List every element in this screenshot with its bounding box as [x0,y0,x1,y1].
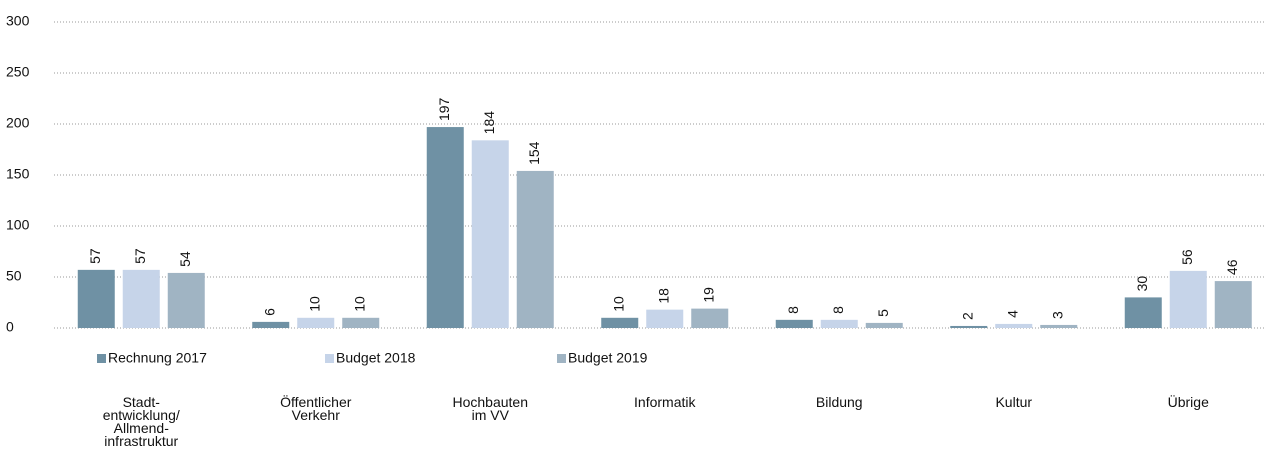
bar [1214,281,1252,328]
bar [77,269,115,328]
bar [471,140,509,328]
data-label: 56 [1179,249,1195,265]
bar [1124,297,1162,328]
x-tick-label-line: Hochbauten [452,394,528,410]
data-label: 8 [785,306,801,314]
bar [950,325,988,328]
legend-swatch [97,354,106,363]
x-tick-label-line: Allmend- [114,420,170,436]
bar [167,272,205,328]
legend-label: Budget 2019 [568,350,648,366]
x-tick-label: Bildung [816,394,863,410]
data-label: 2 [959,312,975,320]
data-label: 4 [1004,310,1020,318]
x-tick-label-line: Stadt- [123,394,161,410]
bar [1040,324,1078,328]
legend-swatch [325,354,334,363]
bar [691,308,729,328]
data-label: 57 [87,248,103,264]
x-tick-label: Kultur [995,394,1032,410]
data-label: 3 [1049,311,1065,319]
legend-swatch [557,354,566,363]
bar [775,319,813,328]
legend-label: Rechnung 2017 [108,350,207,366]
bar [426,127,464,328]
x-tick-label: Übrige [1168,393,1209,410]
data-label: 46 [1224,259,1240,275]
y-tick-label: 300 [6,13,30,29]
x-tick-label: Öffentlicher Verkehr [280,393,352,423]
data-label: 18 [655,288,671,304]
bar [865,322,903,328]
legend-label: Budget 2018 [336,350,416,366]
data-label: 6 [261,308,277,316]
x-tick-label-line: infrastruktur [104,433,178,449]
bar [516,170,554,328]
x-tick-label-line: Kultur [995,394,1032,410]
data-label: 10 [610,296,626,312]
bar [297,317,335,328]
bar [601,317,639,328]
data-label: 5 [875,309,891,317]
y-tick-label: 100 [6,217,30,233]
data-label: 8 [830,306,846,314]
data-label: 57 [132,248,148,264]
data-label: 30 [1134,276,1150,292]
x-tick-label-line: Verkehr [292,407,341,423]
x-tick-label-line: im VV [472,407,510,423]
bar [1169,270,1207,328]
bar [122,269,160,328]
x-tick-label-line: Öffentlicher [280,393,352,410]
data-label: 154 [526,141,542,165]
data-label: 197 [436,97,452,121]
data-label: 10 [351,296,367,312]
y-tick-label: 200 [6,115,30,131]
x-tick-label-line: Bildung [816,394,863,410]
x-tick-label: Informatik [634,394,696,410]
data-label: 54 [177,251,193,267]
bar [646,309,684,328]
bar [820,319,858,328]
data-label: 184 [481,111,497,135]
x-tick-label-line: Übrige [1168,393,1209,410]
x-tick-label-line: entwicklung/ [103,407,180,423]
data-label: 19 [700,287,716,303]
data-label: 10 [306,296,322,312]
bar [342,317,380,328]
y-tick-label: 250 [6,64,30,80]
bar [995,323,1033,328]
y-tick-label: 150 [6,166,30,182]
x-tick-label: Stadt-entwicklung/Allmend-infrastruktur [103,394,180,449]
x-tick-label-line: Informatik [634,394,696,410]
x-tick-label: Hochbauten im VV [452,394,528,423]
y-tick-label: 50 [6,268,22,284]
bar [252,321,290,328]
y-tick-label: 0 [6,319,14,335]
